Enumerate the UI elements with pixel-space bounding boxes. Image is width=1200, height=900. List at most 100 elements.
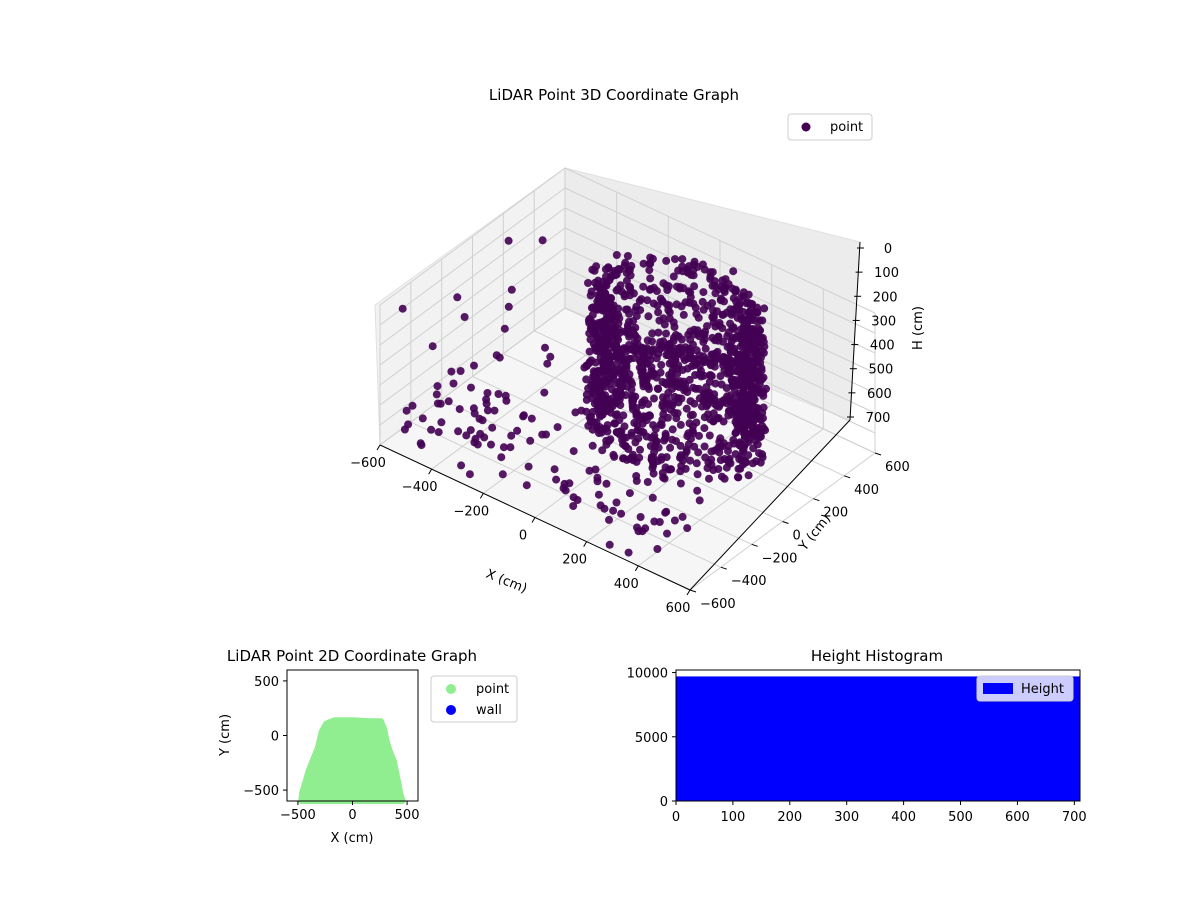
legend-marker-point <box>801 122 811 132</box>
grid-line <box>379 267 566 406</box>
data-point <box>602 281 611 290</box>
legend-label-height: Height <box>1021 682 1064 697</box>
legend-box <box>787 113 873 141</box>
data-point <box>623 382 632 391</box>
data-point <box>522 481 531 490</box>
data-point <box>639 344 648 353</box>
data-point <box>494 390 503 398</box>
data-point <box>747 422 756 430</box>
data-point <box>639 259 648 268</box>
data-point <box>632 312 641 320</box>
data-point <box>716 372 725 381</box>
data-point <box>662 351 671 360</box>
data-point <box>591 465 600 474</box>
data-point <box>670 516 679 525</box>
data-point <box>605 540 614 549</box>
x-tick-label: 300 <box>834 810 859 825</box>
data-point <box>626 271 635 280</box>
data-point <box>646 442 655 450</box>
y-tick-label: 0 <box>793 529 801 544</box>
data-point <box>676 451 685 460</box>
data-point <box>735 358 744 367</box>
data-point <box>624 548 633 557</box>
data-point <box>682 404 691 413</box>
y-tick-label: 400 <box>854 483 879 498</box>
data-point <box>553 423 562 432</box>
data-point <box>686 411 695 420</box>
data-point <box>755 449 763 458</box>
data-point <box>631 323 640 332</box>
data-point <box>647 433 656 442</box>
data-point <box>507 285 516 294</box>
data-point <box>444 397 453 406</box>
data-point <box>649 461 658 470</box>
data-point <box>676 441 685 450</box>
data-point <box>592 344 601 352</box>
data-point <box>715 448 724 457</box>
data-point <box>580 363 589 372</box>
data-point <box>735 421 744 430</box>
y-tick <box>813 498 820 502</box>
chart-3d-title: LiDAR Point 3D Coordinate Graph <box>489 86 739 104</box>
data-point <box>616 401 625 410</box>
data-point <box>708 281 717 290</box>
data-point <box>586 417 595 426</box>
x-tick-label: 400 <box>891 810 916 825</box>
data-point <box>648 337 656 346</box>
data-point <box>550 465 559 474</box>
data-point <box>499 443 508 452</box>
data-point <box>546 352 555 361</box>
z-tick-label: 100 <box>874 266 899 281</box>
data-point <box>664 306 673 314</box>
data-point <box>740 342 749 351</box>
data-point <box>724 447 732 456</box>
data-point <box>657 453 666 462</box>
data-point <box>615 430 624 439</box>
grid-line <box>564 187 876 334</box>
data-point <box>462 431 471 440</box>
data-point <box>749 387 758 395</box>
data-point <box>465 470 474 479</box>
data-point <box>478 416 487 425</box>
data-point <box>616 265 624 274</box>
data-point <box>709 311 718 320</box>
data-point <box>679 310 688 319</box>
data-point <box>632 472 641 480</box>
data-point <box>469 404 478 413</box>
data-point <box>748 344 757 353</box>
legend-marker-wall <box>446 705 456 715</box>
chart-2d-plot <box>298 717 406 804</box>
data-point <box>495 353 504 362</box>
data-point <box>740 381 749 390</box>
data-point <box>713 347 722 356</box>
data-point <box>759 388 768 397</box>
data-point <box>733 313 742 322</box>
y-tick <box>844 475 851 479</box>
data-point <box>612 498 621 507</box>
data-point <box>715 319 724 327</box>
data-point <box>592 330 601 339</box>
data-point <box>724 328 733 337</box>
data-point <box>666 379 675 388</box>
data-point <box>660 320 669 329</box>
data-point <box>686 348 695 357</box>
y-tick-label: 10000 <box>627 667 668 682</box>
grid-line <box>379 227 566 366</box>
x-tick-label: −600 <box>350 456 386 471</box>
data-point <box>695 394 704 403</box>
data-point <box>608 326 616 335</box>
data-point <box>500 324 509 333</box>
data-point <box>686 456 695 465</box>
chart-2d-legend: point wall <box>430 675 518 723</box>
data-point <box>427 425 436 434</box>
x-axis-label-3d: X (cm) <box>484 567 529 597</box>
data-point <box>693 486 702 495</box>
data-point <box>636 513 645 521</box>
data-point <box>700 358 709 367</box>
y-tick-label: 200 <box>823 506 848 521</box>
data-point <box>662 507 671 516</box>
data-point <box>689 299 698 308</box>
data-point <box>630 418 639 427</box>
data-point <box>695 496 704 505</box>
data-point <box>569 447 578 456</box>
